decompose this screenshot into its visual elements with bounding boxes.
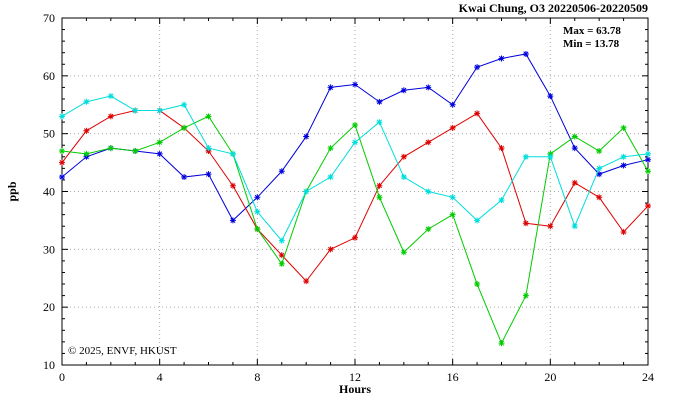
x-tick-label: 16 — [447, 370, 459, 384]
series-markers-4 — [59, 93, 651, 244]
x-tick-label: 24 — [642, 370, 654, 384]
y-tick-label: 70 — [43, 11, 55, 25]
watermark-text: © 2025, ENVF, HKUST — [68, 345, 177, 357]
y-tick-label: 30 — [43, 242, 55, 256]
y-axis-label: ppb — [5, 181, 19, 201]
series-line-2 — [61, 110, 649, 282]
x-tick-label: 8 — [254, 370, 260, 384]
series-markers-1 — [59, 50, 651, 224]
x-tick-label: 0 — [59, 370, 65, 384]
x-axis-label: Hours — [339, 382, 371, 396]
max-annotation: Max = 63.78 — [563, 25, 621, 37]
x-tick-label: 4 — [157, 370, 163, 384]
min-annotation: Min = 13.78 — [563, 38, 620, 50]
x-tick-label: 12 — [349, 370, 361, 384]
y-tick-label: 10 — [43, 358, 55, 372]
chart-title: Kwai Chung, O3 20220506-20220509 — [459, 1, 648, 15]
y-tick-label: 60 — [43, 69, 55, 83]
y-tick-label: 50 — [43, 127, 55, 141]
y-tick-label: 40 — [43, 185, 55, 199]
y-tick-label: 20 — [43, 300, 55, 314]
series-markers-3 — [59, 113, 651, 347]
x-tick-label: 20 — [544, 370, 556, 384]
